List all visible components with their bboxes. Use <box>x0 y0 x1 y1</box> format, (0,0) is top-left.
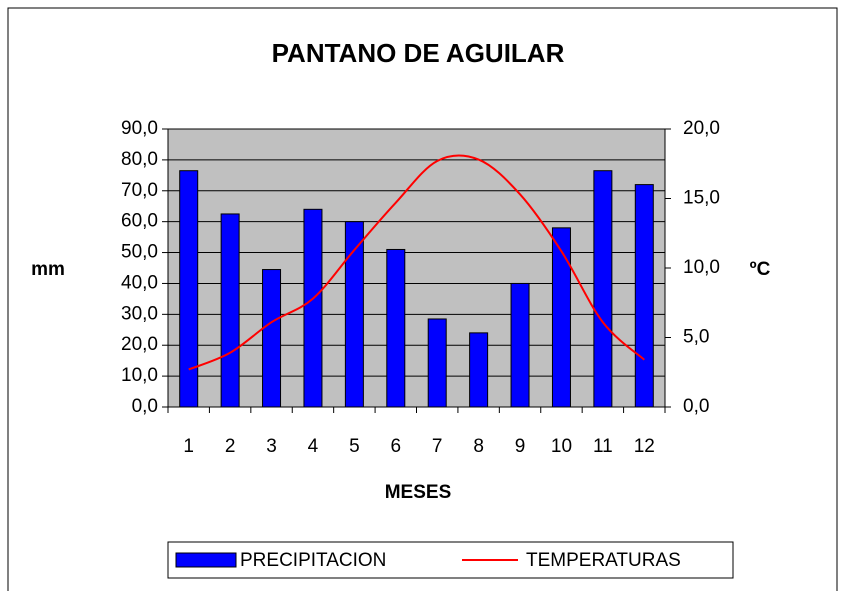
bar <box>634 184 654 408</box>
x-tick-label: 8 <box>473 436 484 457</box>
y-tick-label: 30,0 <box>121 303 158 324</box>
y2-tick-label: 15,0 <box>683 188 720 209</box>
x-tick-label: 11 <box>593 436 613 457</box>
x-tick-label: 4 <box>308 436 319 457</box>
bar <box>179 170 199 408</box>
legend-box <box>167 541 734 579</box>
x-tick-label: 6 <box>391 436 402 457</box>
bar <box>344 221 364 408</box>
x-tick-label: 10 <box>551 436 572 457</box>
y2-tick-label: 5,0 <box>683 327 709 348</box>
y2-tick-label: 10,0 <box>683 257 720 278</box>
x-tick-label: 3 <box>266 436 277 457</box>
line <box>188 154 645 371</box>
y-tick-label: 60,0 <box>121 211 158 232</box>
y-tick-label: 0,0 <box>132 396 158 417</box>
y-tick-label: 70,0 <box>121 180 158 201</box>
x-tick-label: 5 <box>349 436 360 457</box>
bar <box>220 213 240 408</box>
y-tick-label: 50,0 <box>121 242 158 263</box>
bar <box>469 332 489 408</box>
x-tick-label: 12 <box>634 436 655 457</box>
y-tick-label: 20,0 <box>121 334 158 355</box>
x-tick-label: 9 <box>515 436 526 457</box>
x-axis-label: MESES <box>385 482 452 503</box>
y-tick-label: 10,0 <box>121 365 158 386</box>
y-tick-label: 40,0 <box>121 272 158 293</box>
x-tick-label: 7 <box>432 436 443 457</box>
chart-title: PANTANO DE AGUILAR <box>272 38 565 68</box>
plot-area <box>167 128 666 408</box>
y-axis-label: mm <box>31 259 65 280</box>
y2-axis-label: ºC <box>750 259 771 280</box>
bar <box>262 269 282 408</box>
y2-tick-label: 20,0 <box>683 118 720 139</box>
x-tick-label: 2 <box>225 436 236 457</box>
bar <box>427 318 447 408</box>
chart-border <box>7 7 838 591</box>
legend-swatch <box>175 552 237 568</box>
legend-label: PRECIPITACION <box>240 550 386 571</box>
bar <box>386 248 406 408</box>
x-tick-label: 1 <box>183 436 194 457</box>
bar <box>593 170 613 408</box>
bar <box>551 227 571 408</box>
legend-label: TEMPERATURAS <box>526 550 681 571</box>
y-tick-label: 90,0 <box>121 118 158 139</box>
y2-tick-label: 0,0 <box>683 396 709 417</box>
bar <box>510 282 530 408</box>
y-tick-label: 80,0 <box>121 149 158 170</box>
bar <box>303 208 323 408</box>
